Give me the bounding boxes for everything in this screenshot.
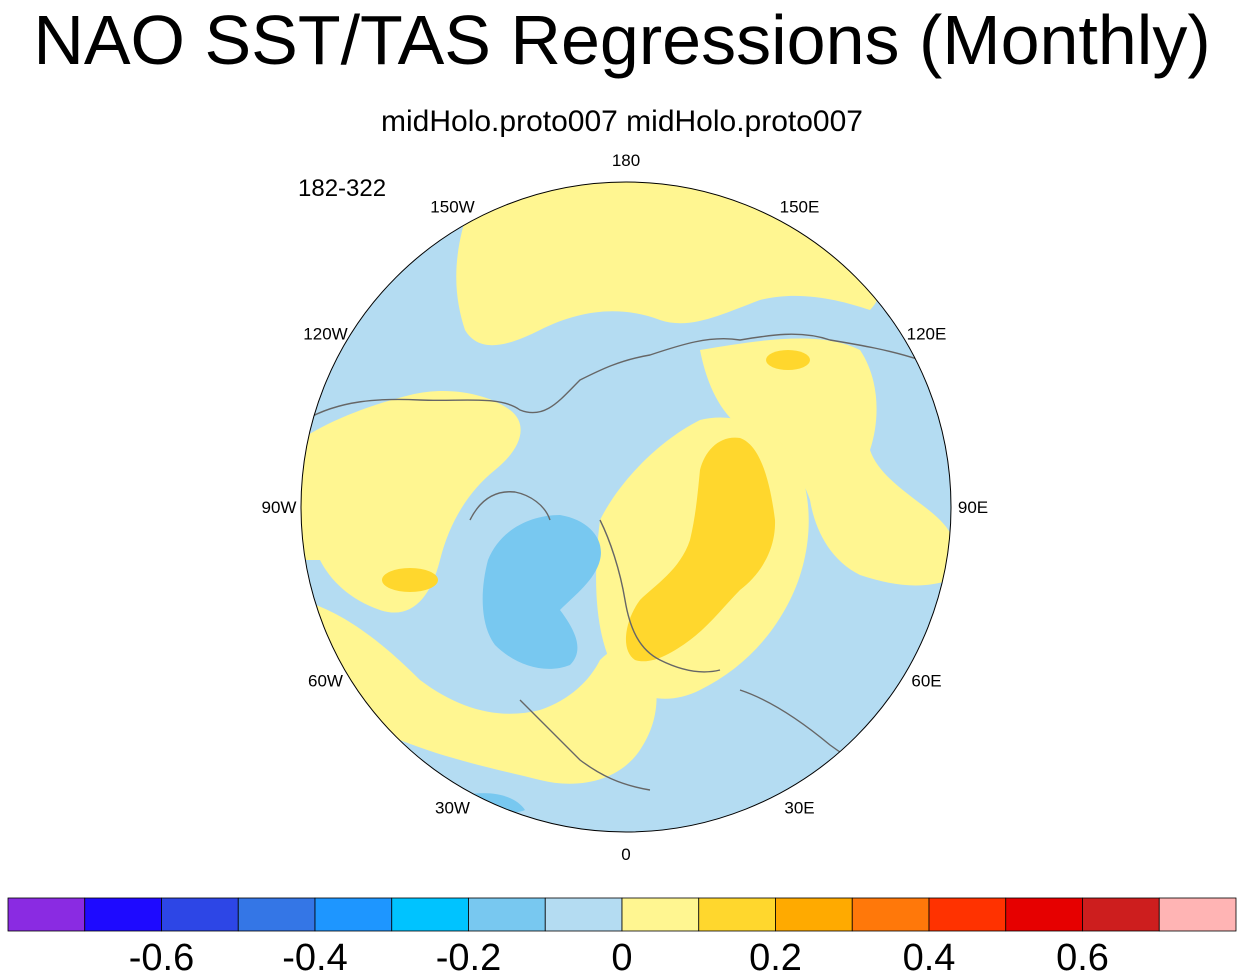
map-boundary xyxy=(300,181,952,833)
longitude-label-6: 0 xyxy=(621,845,630,864)
colorbar-swatch-14 xyxy=(1082,897,1160,932)
colorbar-swatch-10 xyxy=(775,897,853,932)
colorbar-tick-label-2: -0.2 xyxy=(436,937,501,978)
region-north-america xyxy=(301,390,521,613)
longitude-label-3: 90E xyxy=(958,498,988,517)
figure-title: NAO SST/TAS Regressions (Monthly) xyxy=(33,1,1211,79)
colorbar-swatch-3 xyxy=(237,897,316,932)
longitude-label-2: 120E xyxy=(907,325,947,344)
longitude-label-4: 60E xyxy=(911,672,941,691)
region-asia-warm xyxy=(700,338,951,586)
colorbar-swatch-4 xyxy=(314,897,393,932)
colorbar-tick-label-4: 0.2 xyxy=(749,937,802,978)
longitude-label-1: 150E xyxy=(780,198,820,217)
colorbar-tick-label-1: -0.4 xyxy=(282,937,347,978)
colorbar-swatch-6 xyxy=(468,897,546,932)
colorbar-swatch-1 xyxy=(84,897,162,932)
colorbar-tick-label-5: 0.4 xyxy=(903,937,956,978)
colorbar: -0.6 -0.4 -0.2 0 0.2 0.4 0.6 xyxy=(7,897,1237,978)
longitude-label-11: 150W xyxy=(430,198,474,217)
colorbar-swatch-7 xyxy=(544,897,623,932)
colorbar-swatch-8 xyxy=(621,897,700,932)
longitude-label-5: 30E xyxy=(784,799,814,818)
colorbar-tick-label-6: 0.6 xyxy=(1056,937,1109,978)
year-range-label: 182-322 xyxy=(298,175,387,202)
colorbar-swatch-5 xyxy=(391,897,469,932)
colorbar-tick-label-3: 0 xyxy=(611,937,632,978)
longitude-label-9: 90W xyxy=(262,498,297,517)
colorbar-swatch-9 xyxy=(698,897,776,932)
region-hudson-spot xyxy=(382,568,438,592)
region-siberia-spot xyxy=(766,350,810,370)
coastlines xyxy=(304,333,921,791)
region-scandinavia-warm xyxy=(625,437,776,662)
longitude-label-0: 180 xyxy=(612,151,640,170)
map-field xyxy=(301,182,951,832)
region-labrador-cold xyxy=(482,515,601,669)
colorbar-swatch-15 xyxy=(1158,897,1237,932)
colorbar-swatch-11 xyxy=(851,897,930,932)
colorbar-tick-label-0: -0.6 xyxy=(129,937,194,978)
longitude-label-7: 30W xyxy=(435,799,470,818)
figure-subtitle: midHolo.proto007 midHolo.proto007 xyxy=(381,105,863,138)
colorbar-swatch-0 xyxy=(7,897,86,932)
region-north-pacific xyxy=(456,182,881,346)
colorbar-swatch-2 xyxy=(161,897,239,932)
longitude-label-10: 120W xyxy=(303,325,347,344)
colorbar-swatch-12 xyxy=(928,897,1007,932)
region-atlantic-band xyxy=(301,600,657,784)
colorbar-swatch-13 xyxy=(1005,897,1083,932)
longitude-labels: 180 150E 120E 90E 60E 30E 0 30W 60W 90W 120W 150W xyxy=(262,151,989,864)
longitude-label-8: 60W xyxy=(308,672,343,691)
